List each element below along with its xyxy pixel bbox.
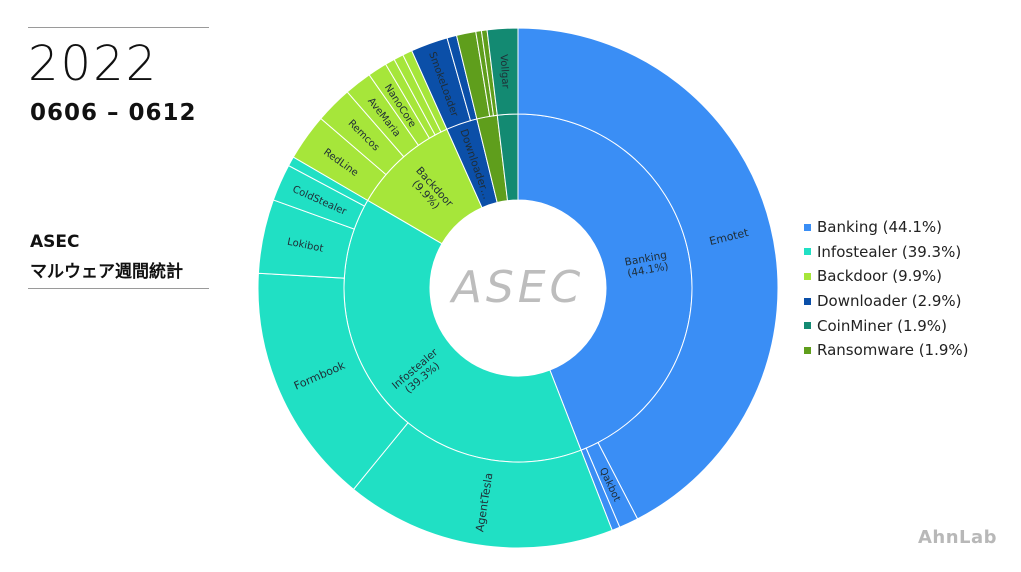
legend-item: Downloader (2.9%)	[804, 289, 969, 314]
ahnlab-logo: AhnLab	[918, 527, 998, 548]
bottom-rule	[28, 288, 209, 289]
label-banking: Banking(44.1%)	[624, 249, 670, 280]
legend-swatch	[804, 223, 811, 231]
report-title-line1: ASEC	[30, 232, 80, 252]
legend-swatch	[804, 272, 811, 280]
year-label: 2022	[28, 36, 159, 92]
legend-item: Banking (44.1%)	[804, 215, 969, 240]
legend-label: Downloader (2.9%)	[817, 292, 962, 311]
top-rule	[28, 27, 209, 28]
asec-logo: ASEC	[449, 262, 585, 313]
label-vollgar: Vollgar	[498, 54, 511, 90]
center-hole	[430, 200, 606, 376]
legend-label: CoinMiner (1.9%)	[817, 316, 947, 335]
segment-vollgar	[486, 27, 519, 116]
legend-swatch	[804, 346, 811, 354]
legend-item: CoinMiner (1.9%)	[804, 313, 969, 338]
legend-swatch	[804, 297, 811, 305]
legend-swatch	[804, 248, 811, 256]
legend-label: Banking (44.1%)	[817, 218, 942, 237]
legend-label: Ransomware (1.9%)	[817, 341, 969, 360]
legend-item: Backdoor (9.9%)	[804, 264, 969, 289]
chart-legend: Banking (44.1%) Infostealer (39.3%) Backdo…	[804, 215, 969, 363]
date-range-label: 0606 – 0612	[30, 100, 197, 126]
legend-item: Infostealer (39.3%)	[804, 240, 969, 265]
legend-label: Infostealer (39.3%)	[817, 242, 962, 261]
legend-item: Ransomware (1.9%)	[804, 338, 969, 363]
segment-emotet	[517, 27, 779, 520]
legend-swatch	[804, 322, 811, 330]
report-title-line2: マルウェア週間統計	[30, 262, 183, 282]
legend-label: Backdoor (9.9%)	[817, 267, 943, 286]
